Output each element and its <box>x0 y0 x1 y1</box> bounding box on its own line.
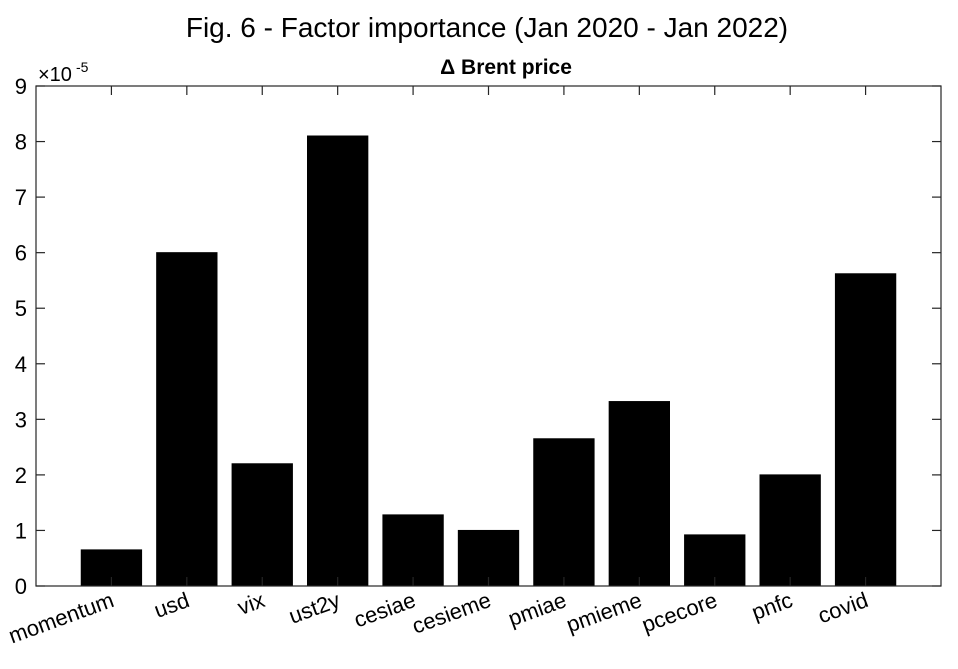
x-tick-label-usd: usd <box>151 587 193 623</box>
y-tick-label: 9 <box>15 74 27 99</box>
y-ticks-group: 0 1 2 3 4 5 6 7 8 9 <box>15 74 941 599</box>
x-tick-label-pcecore: pcecore <box>638 587 720 637</box>
bar-covid <box>834 273 897 587</box>
figure-title: Fig. 6 - Factor importance (Jan 2020 - J… <box>186 12 788 43</box>
x-tick-label-pnfc: pnfc <box>748 587 796 625</box>
bar-pnfc <box>759 474 821 587</box>
bar-cesieme <box>457 529 520 587</box>
bar-pmiae <box>533 438 595 587</box>
x-tick-label-cesieme: cesieme <box>409 587 495 639</box>
y-tick-label: 6 <box>15 241 27 266</box>
y-tick-label: 3 <box>15 407 27 432</box>
y-multiplier-base: ×10 <box>38 64 72 86</box>
bar-vix <box>231 463 293 587</box>
x-tick-label-pmiae: pmiae <box>505 587 570 631</box>
x-tick-label-ust2y: ust2y <box>285 587 343 628</box>
x-tick-label-vix: vix <box>234 587 268 620</box>
y-tick-label: 4 <box>15 352 27 377</box>
bar-cesiae <box>382 514 444 587</box>
bar-ust2y <box>307 135 369 587</box>
y-tick-label: 7 <box>15 185 27 210</box>
y-multiplier-exponent: -5 <box>76 59 89 75</box>
x-tick-label-pmieme: pmieme <box>563 587 645 637</box>
y-multiplier: ×10 -5 <box>38 59 89 86</box>
y-tick-label: 8 <box>15 130 27 155</box>
y-tick-label: 1 <box>15 518 27 543</box>
x-tick-label-covid: covid <box>814 587 871 628</box>
y-tick-label: 5 <box>15 296 27 321</box>
y-tick-label: 2 <box>15 463 27 488</box>
bar-pcecore <box>684 534 746 587</box>
bar-usd <box>156 252 218 587</box>
bars-group <box>80 135 897 587</box>
bar-pmieme <box>608 401 671 587</box>
x-tick-label-cesiae: cesiae <box>350 587 418 632</box>
axes-title: Δ Brent price <box>440 56 572 79</box>
y-tick-label: 0 <box>15 574 27 599</box>
